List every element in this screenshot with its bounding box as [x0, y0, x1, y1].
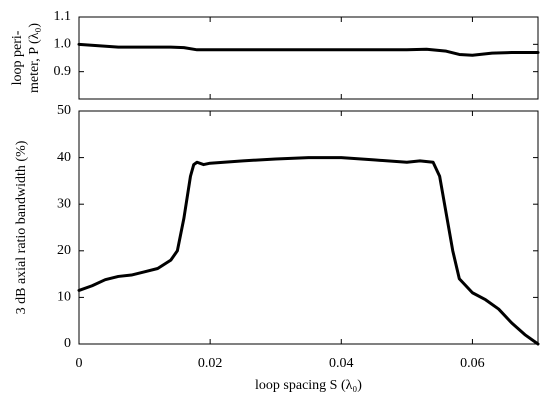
- y-tick-label: 10: [57, 290, 71, 305]
- y-tick-label: 0.9: [54, 64, 72, 79]
- y-tick-label: 30: [57, 196, 71, 211]
- y-tick-label: 50: [57, 103, 71, 118]
- y-axis-label: loop peri-: [10, 30, 25, 85]
- x-tick-label: 0.04: [329, 356, 354, 371]
- x-tick-label: 0.06: [460, 356, 485, 371]
- line-series: [77, 42, 540, 57]
- x-tick-label: 0.02: [198, 356, 223, 371]
- y-tick-label: 1.1: [54, 9, 72, 24]
- plot-frame: [78, 16, 539, 100]
- plot-frame: [78, 110, 539, 345]
- line-series: [77, 156, 540, 346]
- x-axis-label: loop spacing S (λ₀): [255, 378, 362, 393]
- y-tick-label: 1.0: [54, 37, 72, 52]
- y-tick-label: 20: [57, 243, 71, 258]
- y-axis-label: 3 dB axial ratio bandwidth (%): [14, 140, 29, 314]
- y-axis-label: meter, P (λ₀): [27, 23, 42, 93]
- y-tick-label: 40: [57, 150, 71, 165]
- x-tick-label: 0: [76, 356, 83, 371]
- y-tick-label: 0: [64, 336, 71, 351]
